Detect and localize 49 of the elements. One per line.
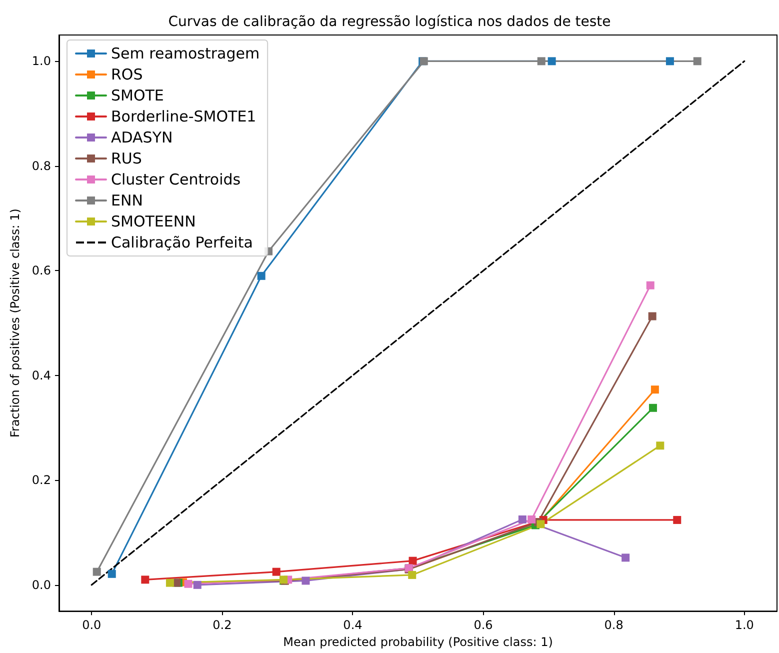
x-tick-label: 0.0 [82,618,102,632]
point [184,580,192,588]
x-tick-label: 0.6 [474,618,493,632]
y-tick-label: 1.0 [32,54,51,68]
point [646,281,654,290]
y-tick-label: 0.0 [32,578,51,592]
x-tick-label: 0.2 [212,618,232,632]
point [257,272,266,280]
legend-label: ADASYN [111,128,173,146]
legend-label: Cluster Centroids [111,170,241,188]
point [528,515,536,524]
y-tick-label: 0.2 [32,473,51,488]
legend-label: Sem reamostragem [111,44,260,62]
legend-label: SMOTEENN [111,212,196,230]
y-tick-label: 0.8 [32,158,51,173]
point [650,386,659,394]
point [648,312,656,320]
chart-title: Curvas de calibração da regressão logística nos dados de teste [168,14,611,30]
y-axis-title: Fraction of positives (Positive class: 1) [8,208,22,438]
point [622,554,630,562]
legend-label: RUS [111,150,142,168]
point [673,516,682,524]
point [693,57,702,66]
legend-label: Calibração Perfeita [111,234,253,252]
point [92,568,101,576]
point [656,442,664,450]
point [537,57,546,66]
legend-label: SMOTE [111,86,164,104]
y-tick-label: 0.4 [32,368,51,382]
point [272,568,280,576]
legend-label: Borderline-SMOTE1 [111,108,256,126]
point [108,570,116,578]
point [166,578,174,587]
point [666,57,674,66]
legend-label: ROS [111,66,143,84]
point [302,576,310,585]
x-tick-label: 1.0 [734,618,754,632]
legend-label: ENN [111,192,143,210]
y-tick-label: 0.6 [32,264,51,278]
point [193,580,202,589]
point [548,57,556,66]
point [408,570,416,579]
point [518,515,526,524]
point [648,404,657,412]
x-tick-label: 0.8 [604,618,624,632]
point [408,556,417,565]
x-axis-title: Mean predicted probability (Positive class: 1) [283,635,553,649]
point [141,576,150,584]
x-tick-label: 0.4 [343,618,362,632]
